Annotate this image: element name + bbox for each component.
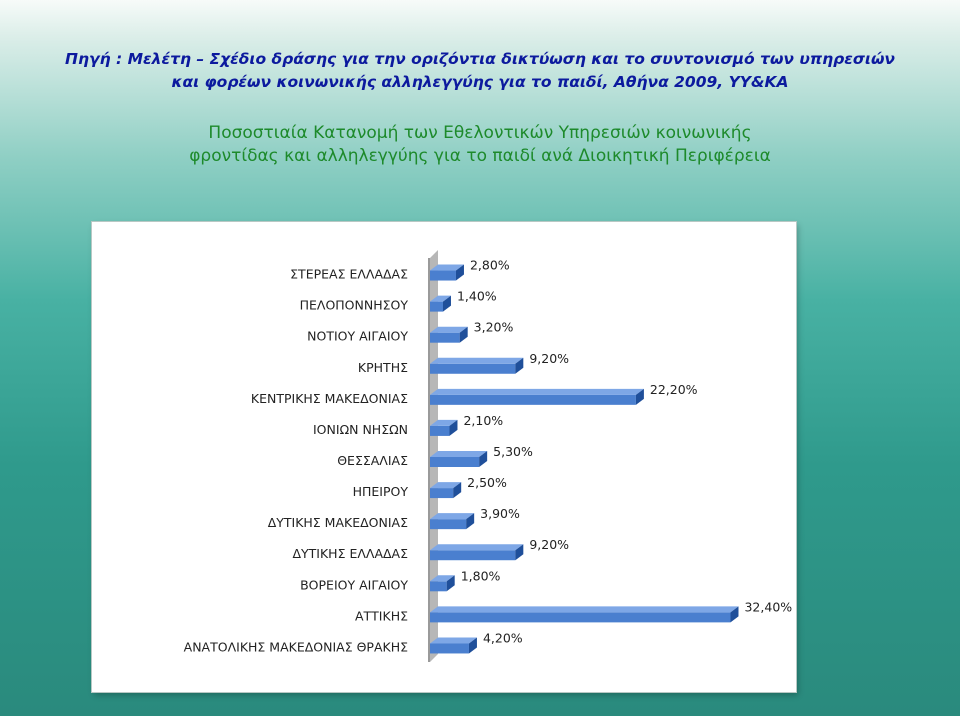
bar — [430, 457, 480, 467]
category-label: ΔΥΤΙΚΗΣ ΕΛΛΑΔΑΣ — [292, 546, 408, 561]
bar — [430, 643, 469, 654]
bar-end — [449, 419, 458, 436]
bar-end — [468, 637, 477, 654]
bar-end — [479, 451, 488, 467]
value-label: 4,20% — [483, 630, 523, 645]
category-label: ΝΟΤΙΟΥ ΑΙΓΑΙΟΥ — [307, 329, 408, 344]
bar-top — [430, 295, 451, 302]
bar — [430, 488, 454, 499]
bar — [430, 270, 456, 281]
bar-top — [430, 575, 455, 582]
value-label: 1,80% — [461, 568, 501, 583]
bar-top — [430, 264, 464, 271]
source-citation: Πηγή : Μελέτη – Σχέδιο δράσης για την ορ… — [0, 48, 960, 94]
value-label: 2,80% — [470, 258, 510, 273]
value-label: 2,50% — [467, 475, 507, 490]
category-label: ΑΤΤΙΚΗΣ — [355, 608, 408, 623]
value-label: 2,10% — [463, 413, 503, 428]
bar-top — [430, 482, 462, 489]
axis-line — [428, 258, 430, 662]
bar-end — [459, 326, 468, 343]
bar-top — [430, 326, 468, 333]
bar-top — [430, 451, 488, 457]
heading-line-1: Ποσοστιαία Κατανομή των Εθελοντικών Υπηρ… — [208, 123, 752, 143]
bar-end — [466, 513, 475, 530]
category-label: ΣΤΕΡΕΑΣ ΕΛΛΑΔΑΣ — [290, 267, 408, 282]
category-label: ΗΠΕΙΡΟΥ — [353, 484, 409, 499]
bar-top — [430, 388, 644, 395]
bar — [430, 301, 443, 312]
bar-top — [430, 357, 524, 364]
category-label: ΑΝΑΤΟΛΙΚΗΣ ΜΑΚΕΔΟΝΙΑΣ ΘΡΑΚΗΣ — [184, 639, 408, 654]
category-label: ΙΟΝΙΩΝ ΝΗΣΩΝ — [313, 422, 408, 437]
bar-top — [430, 606, 739, 613]
bar — [430, 425, 450, 436]
bar — [430, 363, 516, 374]
category-label: ΠΕΛΟΠΟΝΝΗΣΟΥ — [300, 298, 409, 313]
source-line-1: Πηγή : Μελέτη – Σχέδιο δράσης για την ορ… — [65, 50, 895, 68]
bar — [430, 394, 636, 405]
value-label: 1,40% — [457, 289, 497, 304]
bar-end — [453, 482, 462, 499]
bar — [430, 519, 467, 530]
value-label: 9,20% — [529, 351, 569, 366]
category-label: ΚΕΝΤΡΙΚΗΣ ΜΑΚΕΔΟΝΙΑΣ — [251, 391, 408, 406]
category-label: ΔΥΤΙΚΗΣ ΜΑΚΕΔΟΝΙΑΣ — [268, 515, 408, 530]
category-label: ΚΡΗΤΗΣ — [358, 360, 408, 375]
bar-end — [446, 575, 455, 592]
bar-end — [442, 295, 451, 312]
chart-heading: Ποσοστιαία Κατανομή των Εθελοντικών Υπηρ… — [0, 122, 960, 168]
category-label: ΘΕΣΣΑΛΙΑΣ — [337, 453, 408, 468]
source-line-2: και φορέων κοινωνικής αλληλεγγύης για το… — [171, 73, 789, 91]
value-label: 22,20% — [650, 382, 698, 397]
bar — [430, 332, 460, 343]
value-label: 5,30% — [493, 444, 533, 459]
bar — [430, 612, 731, 623]
bar-top — [430, 513, 475, 520]
bar-end — [515, 357, 524, 374]
value-label: 3,20% — [474, 320, 514, 335]
bar-top — [430, 637, 477, 644]
bar-top — [430, 419, 458, 426]
bar — [430, 581, 447, 592]
bar-end — [455, 264, 464, 281]
bar — [430, 550, 516, 561]
bar-end — [635, 388, 644, 405]
bar-chart: ΣΤΕΡΕΑΣ ΕΛΛΑΔΑΣ 2,80% ΠΕΛΟΠΟΝΝΗΣΟΥ 1,40% ΝΟΤ… — [184, 250, 792, 662]
bar-end — [515, 544, 524, 561]
category-label: ΒΟΡΕΙΟΥ ΑΙΓΑΙΟΥ — [300, 577, 408, 592]
value-label: 3,90% — [480, 506, 520, 521]
bar-top — [430, 544, 524, 551]
chart-panel: ΣΤΕΡΕΑΣ ΕΛΛΑΔΑΣ 2,80% ΠΕΛΟΠΟΝΝΗΣΟΥ 1,40% ΝΟΤ… — [92, 222, 796, 692]
heading-line-2: φροντίδας και αλληλεγγύης για το παιδί α… — [189, 146, 771, 166]
value-label: 32,40% — [744, 599, 792, 614]
bar-end — [730, 606, 739, 623]
value-label: 9,20% — [529, 537, 569, 552]
